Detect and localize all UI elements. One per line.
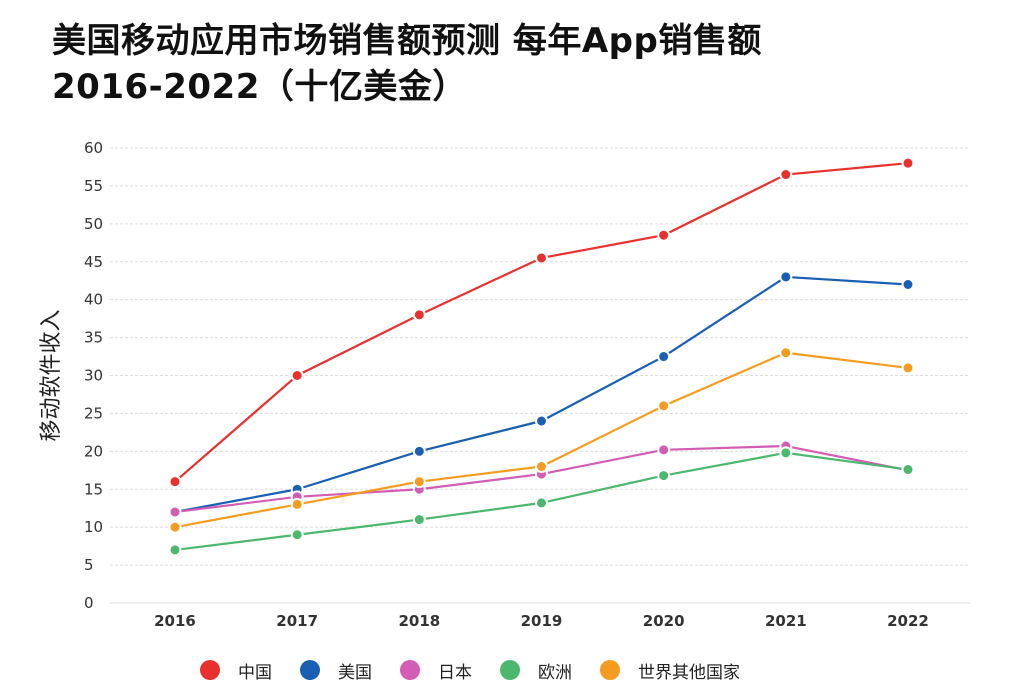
data-point (168, 505, 182, 519)
y-axis-label: 移动软件收入 (39, 309, 64, 441)
legend: 中国 美国 日本 欧洲 世界其他国家 (200, 652, 768, 688)
data-point (412, 444, 426, 458)
y-tick-label: 35 (84, 329, 103, 347)
y-tick-label: 40 (84, 291, 103, 309)
data-point (901, 278, 915, 291)
legend-item: 欧洲 (500, 658, 572, 683)
data-point (779, 446, 793, 460)
legend-label: 日本 (438, 662, 472, 683)
data-point (168, 475, 182, 489)
data-point (535, 251, 548, 265)
data-point (168, 543, 182, 557)
data-point (657, 228, 671, 242)
x-tick-label: 2017 (276, 612, 318, 630)
x-tick-label: 2020 (643, 612, 685, 630)
series-line (174, 162, 909, 483)
data-point (901, 463, 915, 477)
x-tick-label: 2022 (887, 612, 929, 630)
legend-item: 美国 (300, 658, 372, 683)
data-point (657, 350, 671, 364)
y-tick-label: 25 (84, 404, 103, 422)
data-point (168, 520, 182, 534)
data-point (657, 469, 671, 483)
x-tick-label: 2021 (765, 612, 807, 630)
x-tick-label: 2016 (154, 612, 196, 630)
y-tick-label: 5 (84, 556, 94, 574)
chart-title: 美国移动应用市场销售额预测 每年App销售额2016-2022（十亿美金） (52, 21, 762, 107)
legend-label: 美国 (338, 662, 372, 683)
data-point (779, 346, 793, 360)
data-point (657, 399, 671, 413)
legend-label: 世界其他国家 (638, 662, 740, 683)
data-point (779, 270, 793, 284)
legend-item: 中国 (200, 658, 272, 683)
data-point (290, 497, 304, 511)
legend-item: 世界其他国家 (600, 658, 740, 683)
y-tick-label: 20 (84, 442, 103, 460)
data-point (901, 156, 915, 170)
legend-label: 中国 (238, 662, 272, 683)
data-point (657, 443, 671, 457)
legend-marker (200, 660, 220, 680)
y-tick-label: 45 (84, 253, 103, 271)
data-point (412, 475, 426, 489)
y-tick-label: 15 (84, 480, 103, 498)
legend-marker (300, 660, 320, 680)
x-tick-label: 2019 (521, 612, 563, 630)
y-tick-label: 30 (84, 367, 103, 385)
y-tick-label: 55 (84, 177, 103, 195)
y-tick-label: 60 (84, 139, 103, 157)
legend-item: 日本 (400, 658, 472, 683)
data-point (535, 414, 548, 428)
data-point (412, 513, 426, 527)
data-point (535, 460, 548, 473)
legend-marker (400, 660, 420, 680)
data-point (412, 308, 426, 322)
legend-marker (500, 660, 520, 680)
y-tick-label: 50 (84, 215, 103, 233)
data-point (290, 369, 304, 382)
x-tick-label: 2018 (398, 612, 440, 630)
data-point (779, 168, 793, 182)
legend-marker (600, 660, 620, 680)
data-point (901, 361, 915, 375)
legend-label: 欧洲 (538, 662, 572, 683)
data-point (290, 528, 304, 542)
y-tick-label: 0 (84, 594, 94, 612)
y-tick-label: 10 (84, 518, 103, 536)
data-point (535, 496, 548, 510)
